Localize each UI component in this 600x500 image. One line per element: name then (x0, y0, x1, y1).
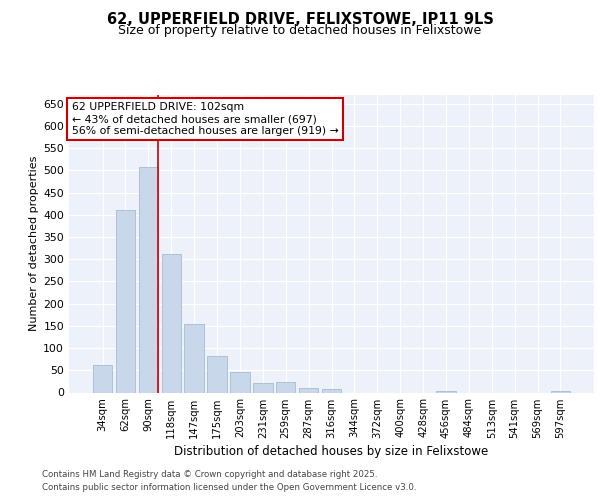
Text: 62 UPPERFIELD DRIVE: 102sqm
← 43% of detached houses are smaller (697)
56% of se: 62 UPPERFIELD DRIVE: 102sqm ← 43% of det… (71, 102, 338, 136)
Bar (208, 356, 227, 393)
Bar (116, 210, 135, 392)
Bar (436, 390, 455, 392)
Text: 62, UPPERFIELD DRIVE, FELIXSTOWE, IP11 9LS: 62, UPPERFIELD DRIVE, FELIXSTOWE, IP11 9… (107, 12, 493, 28)
Bar (299, 388, 319, 392)
Bar (93, 365, 112, 392)
Bar (322, 389, 341, 392)
Bar (230, 372, 250, 392)
X-axis label: Distribution of detached houses by size in Felixstowe: Distribution of detached houses by size … (175, 444, 488, 458)
Text: Size of property relative to detached houses in Felixstowe: Size of property relative to detached ho… (118, 24, 482, 37)
Y-axis label: Number of detached properties: Number of detached properties (29, 156, 39, 332)
Bar (253, 382, 272, 392)
Bar (276, 382, 295, 392)
Bar (139, 168, 158, 392)
Text: Contains HM Land Registry data © Crown copyright and database right 2025.
Contai: Contains HM Land Registry data © Crown c… (42, 470, 416, 492)
Bar (551, 390, 570, 392)
Bar (184, 324, 204, 392)
Bar (161, 254, 181, 392)
